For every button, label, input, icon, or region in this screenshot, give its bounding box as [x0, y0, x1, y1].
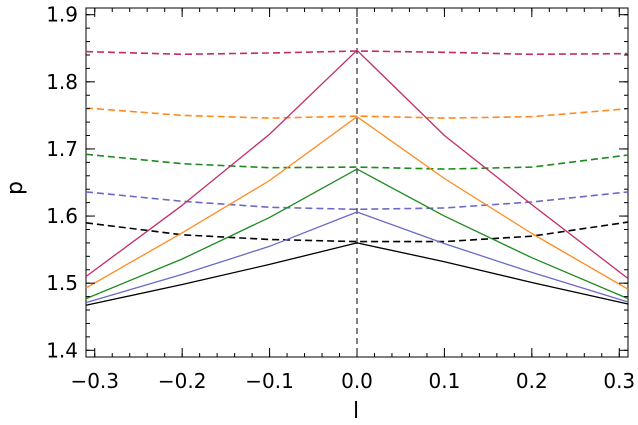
y-tick-label: 1.7: [46, 137, 78, 161]
y-tick-label: 1.4: [46, 338, 78, 362]
x-tick-label: −0.3: [70, 369, 119, 393]
y-tick-label: 1.8: [46, 70, 78, 94]
series-line-8-dashed: [85, 107, 629, 119]
y-tick-label: 1.9: [46, 3, 78, 27]
series-line-4-dashed: [85, 191, 629, 211]
series-line-3-solid: [85, 211, 629, 304]
y-tick-label: 1.5: [46, 271, 78, 295]
series-layer: [85, 49, 629, 306]
y-tick-label: 1.6: [46, 204, 78, 228]
x-axis-title: l: [353, 399, 359, 424]
x-tick-label: 0.1: [429, 369, 461, 393]
y-axis: 1.4 1.5 1.6 1.7 1.8 1.9: [46, 3, 628, 362]
series-line-10-dashed: [85, 50, 629, 56]
x-tick-label: 0.0: [341, 369, 373, 393]
x-tick-label: 0.2: [516, 369, 548, 393]
series-line-6-dashed: [85, 153, 629, 170]
x-tick-label: −0.1: [245, 369, 294, 393]
x-tick-label: 0.3: [603, 369, 635, 393]
series-line-7-solid: [85, 116, 629, 290]
y-axis-title: p: [3, 181, 28, 195]
x-tick-label: −0.2: [158, 369, 207, 393]
series-line-1-solid: [85, 242, 629, 306]
series-line-2-dashed: [85, 221, 629, 243]
series-line-9-solid: [85, 49, 629, 280]
x-axis: −0.3 −0.2 −0.1 0.0 0.1 0.2 0.3: [70, 8, 635, 393]
series-line-5-solid: [85, 168, 629, 300]
